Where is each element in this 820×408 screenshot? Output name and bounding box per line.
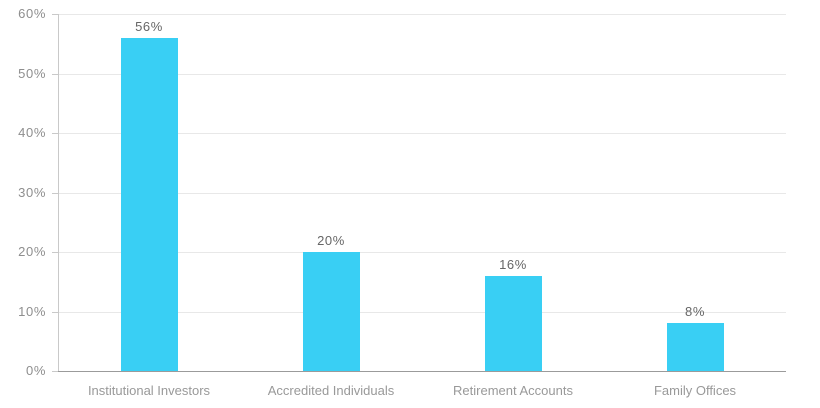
gridline-40pct bbox=[58, 133, 786, 134]
y-axis-tick-label-30pct: 30% bbox=[18, 185, 46, 200]
y-axis-tick-label-60pct: 60% bbox=[18, 6, 46, 21]
y-axis-tick-label-50pct: 50% bbox=[18, 66, 46, 81]
y-axis-tick-30pct bbox=[52, 193, 58, 194]
y-axis-tick-label-40pct: 40% bbox=[18, 125, 46, 140]
y-axis-tick-0pct bbox=[52, 371, 58, 372]
y-axis-tick-label-0pct: 0% bbox=[26, 363, 46, 378]
y-axis-line bbox=[58, 14, 59, 371]
bar-retirement-accounts bbox=[485, 275, 542, 371]
y-axis-tick-label-10pct: 10% bbox=[18, 304, 46, 319]
y-axis-tick-label-20pct: 20% bbox=[18, 244, 46, 259]
gridline-50pct bbox=[58, 74, 786, 75]
bar-institutional-investors bbox=[121, 37, 178, 371]
y-axis-tick-10pct bbox=[52, 312, 58, 313]
category-label-accredited-individuals: Accredited Individuals bbox=[267, 383, 395, 398]
gridline-10pct bbox=[58, 312, 786, 313]
gridline-20pct bbox=[58, 252, 786, 253]
bar-value-label-retirement-accounts: 16% bbox=[499, 257, 527, 272]
y-axis-tick-20pct bbox=[52, 252, 58, 253]
gridline-60pct bbox=[58, 14, 786, 15]
y-axis-tick-60pct bbox=[52, 14, 58, 15]
category-label-retirement-accounts: Retirement Accounts bbox=[453, 383, 573, 398]
bar-value-label-institutional-investors: 56% bbox=[135, 19, 163, 34]
x-axis-baseline bbox=[58, 371, 786, 372]
y-axis-tick-50pct bbox=[52, 74, 58, 75]
bar-accredited-individuals bbox=[303, 252, 360, 371]
category-label-institutional-investors: Institutional Investors bbox=[87, 383, 211, 398]
y-axis-tick-40pct bbox=[52, 133, 58, 134]
bar-value-label-family-offices: 8% bbox=[685, 304, 705, 319]
gridline-30pct bbox=[58, 193, 786, 194]
bar-value-label-accredited-individuals: 20% bbox=[317, 233, 345, 248]
category-label-family-offices: Family Offices bbox=[653, 383, 737, 398]
bar-family-offices bbox=[667, 323, 724, 371]
